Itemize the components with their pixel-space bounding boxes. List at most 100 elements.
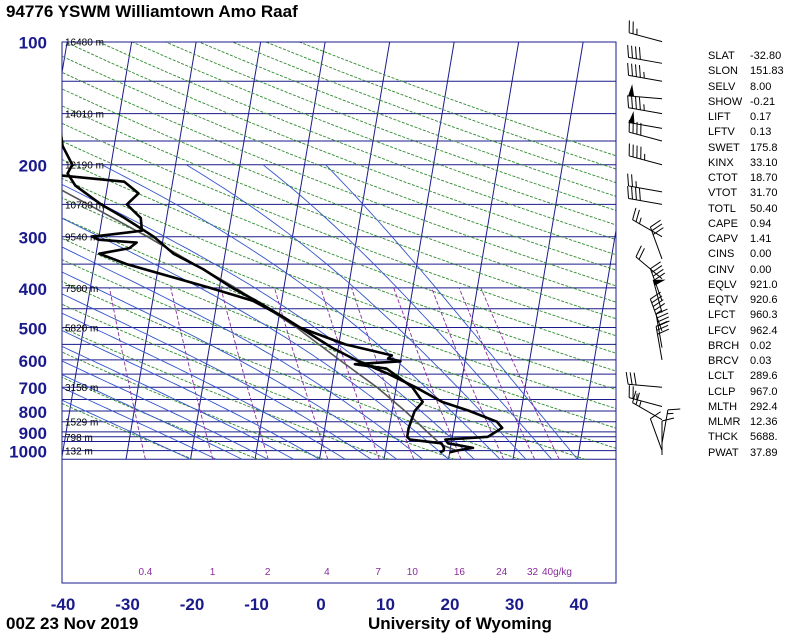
index-value: 33.10	[750, 156, 778, 169]
height-label: 798 m	[65, 433, 93, 444]
wind-barb	[628, 20, 663, 43]
mixing-ratio-label: 40g/kg	[542, 567, 572, 578]
moist-adiabat	[262, 164, 553, 460]
index-row-pwat: PWAT 37.89	[708, 446, 800, 461]
height-label: 10760 m	[65, 200, 104, 211]
mixing-ratio-label: 4	[324, 567, 330, 578]
index-value: 1.41	[750, 233, 772, 245]
index-value: 12.36	[750, 416, 778, 428]
temperature-tick-label: 20	[441, 595, 460, 614]
index-value: 0.00	[750, 263, 772, 276]
index-row-lclp: LCLP 967.0	[708, 385, 800, 400]
index-value: 921.0	[750, 278, 778, 291]
temperature-tick-label: -20	[180, 595, 205, 614]
index-row-cinv: CINV 0.00	[708, 263, 800, 278]
mixing-ratio-label: 32	[527, 567, 539, 578]
index-row-lfcv: LFCV 962.4	[708, 324, 800, 339]
index-row-eqlv: EQLV 921.0	[708, 278, 800, 293]
moist-adiabat	[325, 164, 578, 460]
dry-adiabat	[62, 197, 616, 410]
index-value: 18.70	[750, 172, 778, 184]
height-label: 14010 m	[65, 110, 104, 121]
wind-barb	[627, 173, 663, 193]
dry-adiabat	[62, 105, 616, 320]
height-label: 16480 m	[65, 38, 104, 49]
wind-barb	[635, 245, 663, 280]
index-row-mlth: MLTH 292.4	[708, 400, 800, 415]
wind-barb	[655, 308, 670, 348]
index-row-brcv: BRCV 0.03	[708, 354, 800, 369]
index-row-cins: CINS 0.00	[708, 247, 800, 262]
wind-barb-column	[625, 20, 681, 455]
index-row-slat: SLAT -32.80	[708, 49, 800, 64]
dry-adiabat	[62, 351, 324, 460]
dry-adiabat	[62, 55, 616, 271]
wind-barb	[649, 411, 663, 451]
mixing-ratio-label: 1	[210, 567, 216, 578]
mixing-ratio-line	[220, 287, 269, 460]
index-row-lftv: LFTV 0.13	[708, 125, 800, 140]
moist-adiabat	[62, 246, 423, 460]
temperature-profile-line	[62, 131, 504, 454]
chart-grid	[62, 42, 616, 460]
pressure-tick-label: 500	[19, 319, 47, 338]
mixing-ratio-label: 16	[454, 567, 466, 578]
wind-barb	[632, 207, 663, 238]
mixing-ratio-line	[431, 287, 505, 460]
index-key: SWET	[708, 141, 740, 154]
index-key: LFCT	[708, 309, 736, 322]
index-row-vtot: VTOT 31.70	[708, 186, 800, 201]
dry-adiabat	[164, 42, 616, 211]
index-key: MLMR	[708, 416, 741, 428]
index-key: EQTV	[708, 294, 738, 306]
height-label: 7500 m	[65, 284, 98, 295]
mixing-ratio-label: 7	[375, 567, 381, 578]
stability-indices-panel: SLAT -32.80 SLON 151.83 SELV 8.00 SHOW -0.21 LIF…	[708, 49, 800, 461]
dewpoint-profile-line	[62, 174, 446, 454]
index-row-mlmr: MLMR 12.36	[708, 415, 800, 430]
mixing-ratio-line	[351, 287, 415, 460]
index-key: LCLT	[708, 370, 735, 383]
dry-adiabat	[62, 140, 616, 354]
temperature-tick-label: -40	[51, 595, 76, 614]
index-row-lclt: LCLT 289.6	[708, 369, 800, 384]
index-key: CAPE	[708, 217, 738, 230]
isotherm-line	[319, 42, 391, 460]
height-label: 9540 m	[65, 233, 98, 244]
isotherm-line	[577, 227, 616, 460]
wind-barb	[628, 385, 663, 407]
dry-adiabat	[62, 303, 455, 460]
index-row-totl: TOTL 50.40	[708, 202, 800, 217]
mixing-ratio-line	[109, 287, 146, 460]
dry-adiabat	[97, 42, 616, 241]
wind-barb	[661, 417, 675, 455]
moist-adiabat	[62, 399, 191, 460]
wind-barb	[655, 320, 669, 360]
index-value: 8.00	[750, 80, 772, 93]
mixing-ratio-line	[458, 287, 536, 460]
index-value: 962.4	[750, 324, 778, 337]
plot-frame	[61, 41, 617, 584]
index-value: 960.3	[750, 309, 778, 322]
wind-barb	[628, 143, 663, 166]
moist-adiabat	[62, 387, 217, 460]
index-value: 37.89	[750, 446, 778, 459]
dry-adiabat	[62, 71, 616, 287]
index-key: KINX	[708, 156, 734, 169]
index-value: 50.40	[750, 202, 778, 215]
wind-barb	[628, 119, 663, 142]
moist-adiabat	[62, 374, 243, 460]
index-value: 175.8	[750, 141, 778, 154]
dry-adiabat	[62, 281, 521, 460]
index-key: SHOW	[708, 95, 743, 108]
temperature-tick-label: 0	[316, 595, 325, 614]
index-row-lfct: LFCT 960.3	[708, 308, 800, 323]
index-key: SELV	[708, 80, 736, 93]
index-value: 289.6	[750, 370, 778, 383]
pressure-tick-label: 200	[19, 157, 47, 176]
sounding-datetime: 00Z 23 Nov 2019	[6, 614, 139, 633]
wind-barb	[627, 186, 663, 205]
index-row-swet: SWET 175.8	[708, 141, 800, 156]
index-row-slon: SLON 151.83	[708, 64, 800, 79]
